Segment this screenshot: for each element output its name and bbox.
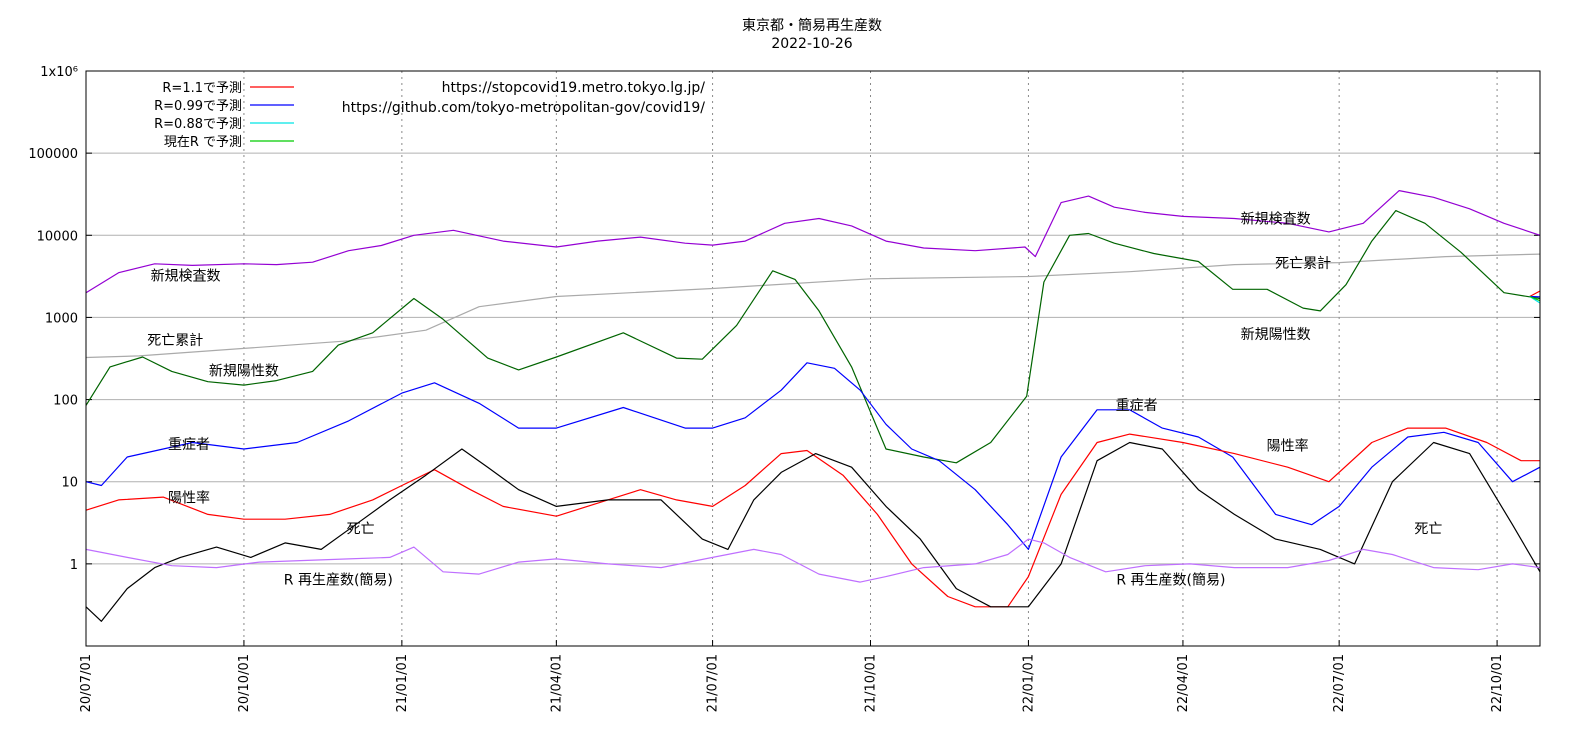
y-tick-label: 100: [53, 394, 78, 409]
series-annotation: 陽性率: [168, 489, 210, 506]
series-annotation: 死亡累計: [147, 333, 203, 349]
y-tick-label: 1000: [45, 311, 78, 326]
series-line-10: [1529, 295, 1541, 302]
y-tick-label: 10000: [37, 229, 78, 244]
series-annotation: 新規検査数: [151, 269, 221, 285]
series-annotation: 重症者: [1116, 398, 1158, 414]
y-tick-label: 100000: [28, 147, 78, 162]
legend-label: 現在R で予測: [164, 135, 242, 150]
x-tick-label: 20/07/01: [79, 654, 94, 712]
grid: [85, 70, 1540, 646]
series-line-5: [85, 441, 1541, 622]
legend-label: R=0.99で予測: [154, 99, 242, 114]
series-annotation: 新規陽性数: [1241, 327, 1311, 343]
series-line-3: [85, 362, 1541, 551]
x-tick-label: 20/10/01: [237, 654, 252, 712]
legend-label: R=0.88で予測: [154, 117, 242, 132]
series-annotation: 新規陽性数: [209, 364, 279, 380]
y-tick-label: 1: [70, 558, 78, 573]
series-annotation: 重症者: [168, 437, 210, 453]
series-line-7: [1529, 290, 1541, 298]
series-line-6: [85, 538, 1541, 583]
x-tick-label: 22/01/01: [1021, 654, 1036, 712]
chart-title: 東京都・簡易再生産数: [742, 18, 882, 34]
y-tick-label: 10: [61, 476, 78, 491]
series-annotation: R 再生産数(簡易): [1116, 573, 1225, 589]
series-annotation: 死亡: [347, 521, 375, 537]
legend-label: R=1.1で予測: [162, 81, 242, 96]
x-tick-label: 21/07/01: [706, 654, 721, 712]
series-line-2: [85, 210, 1541, 464]
series-line-1: [85, 253, 1541, 359]
series-annotation: 死亡: [1414, 521, 1442, 537]
y-tick-label: 1x10⁶: [40, 65, 78, 80]
x-tick-label: 21/10/01: [864, 654, 879, 712]
x-axis: 20/07/01 20/10/01 21/01/01 21/04/01 21/07/01…: [79, 640, 1505, 712]
x-tick-label: 22/04/01: [1176, 654, 1191, 712]
chart-subtitle: 2022-10-26: [771, 36, 852, 52]
series-annotation: R 再生産数(簡易): [284, 573, 393, 589]
plot-frame: [85, 70, 1541, 647]
x-tick-label: 22/10/01: [1490, 654, 1505, 712]
x-tick-label: 21/01/01: [395, 654, 410, 712]
series-annotation: 死亡累計: [1275, 256, 1331, 272]
series-group: [85, 190, 1541, 622]
series-line-4: [85, 427, 1540, 608]
y-axis: 1x10⁶ 100000 10000 1000 100 10 1: [28, 65, 1540, 573]
series-line-0: [85, 190, 1541, 294]
source-url-2[interactable]: https://github.com/tokyo-metropolitan-go…: [342, 100, 706, 116]
x-tick-label: 22/07/01: [1332, 654, 1347, 712]
series-annotation: 陽性率: [1267, 437, 1309, 454]
x-tick-label: 21/04/01: [549, 654, 564, 712]
series-annotation: 新規検査数: [1241, 211, 1311, 227]
source-url-1[interactable]: https://stopcovid19.metro.tokyo.lg.jp/: [442, 80, 706, 96]
